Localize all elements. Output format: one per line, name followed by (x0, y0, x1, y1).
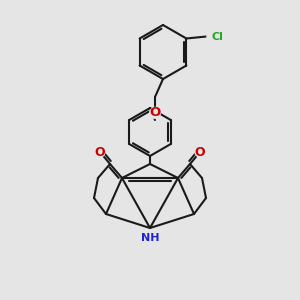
Text: NH: NH (141, 233, 159, 243)
Circle shape (207, 32, 216, 41)
Circle shape (142, 230, 158, 246)
Text: O: O (195, 146, 205, 158)
Text: Cl: Cl (212, 32, 223, 41)
Circle shape (195, 147, 205, 157)
Circle shape (95, 147, 105, 157)
Text: O: O (95, 146, 105, 158)
Circle shape (150, 108, 160, 118)
Text: O: O (149, 106, 161, 119)
